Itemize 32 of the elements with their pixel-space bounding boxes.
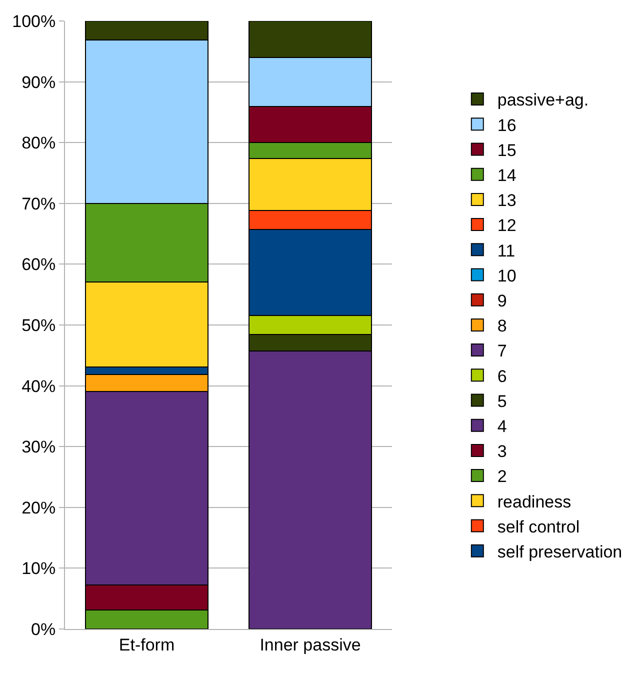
y-tick-label: 50% — [22, 316, 56, 335]
y-tick-label: 70% — [22, 194, 56, 214]
y-tick-label: 0% — [31, 620, 56, 639]
y-tick-label: 60% — [22, 255, 56, 274]
legend-label: 6 — [497, 366, 507, 386]
legend-label: 3 — [497, 442, 507, 462]
legend-label: 4 — [497, 416, 507, 436]
y-tick-label: 10% — [22, 559, 56, 578]
legend-label: 9 — [497, 291, 507, 310]
legend-label: 12 — [497, 216, 516, 236]
legend-label: 7 — [497, 342, 507, 361]
legend-label: 16 — [497, 116, 516, 135]
legend-label: 8 — [497, 316, 507, 336]
y-tick-label: 30% — [22, 438, 56, 457]
legend-label: passive+ag. — [497, 90, 589, 110]
legend-label: readiness — [497, 492, 572, 512]
y-tick-label: 100% — [12, 12, 56, 31]
y-tick-label: 20% — [22, 498, 56, 518]
legend-label: self preservation — [497, 542, 622, 562]
x-tick-label: Inner passive — [260, 635, 361, 654]
y-tick-label: 90% — [22, 72, 56, 92]
legend-label: 5 — [497, 392, 507, 411]
legend-label: 2 — [497, 467, 507, 486]
legend-label: 13 — [497, 191, 516, 210]
legend-label: 14 — [497, 166, 516, 185]
legend-label: 10 — [497, 266, 516, 286]
legend-label: 11 — [497, 241, 516, 260]
legend-label: self control — [497, 517, 580, 536]
legend-label: 15 — [497, 140, 516, 160]
y-tick-label: 40% — [22, 376, 56, 396]
y-tick-label: 80% — [22, 134, 56, 153]
x-tick-label: Et-form — [118, 635, 175, 654]
